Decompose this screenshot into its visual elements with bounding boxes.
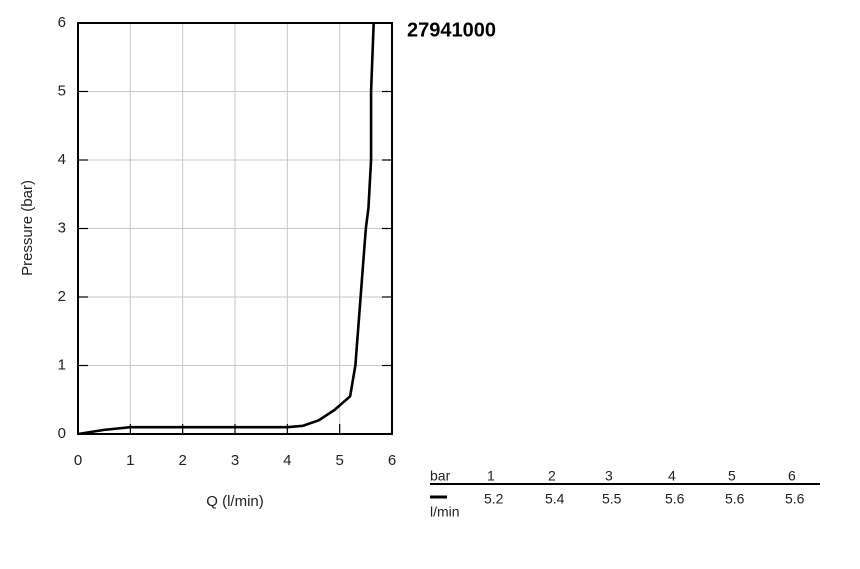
y-axis-label: Pressure (bar) [19, 180, 36, 276]
table-column-header: 2 [548, 468, 556, 484]
table-column-header: 6 [788, 468, 796, 484]
y-tick-label: 6 [58, 14, 66, 31]
x-tick-label: 2 [178, 452, 186, 469]
y-tick-label: 3 [58, 219, 66, 236]
table-cell: 5.6 [665, 491, 685, 507]
table-cell: 5.6 [785, 491, 805, 507]
x-tick-label: 1 [126, 452, 134, 469]
table-column-header: 5 [728, 468, 736, 484]
table-column-header: 4 [668, 468, 676, 484]
table-cell: 5.5 [602, 491, 622, 507]
y-tick-label: 2 [58, 288, 66, 305]
data-line [77, 22, 375, 436]
x-tick-label: 4 [283, 452, 291, 469]
table-cell: 5.4 [545, 491, 565, 507]
x-tick-label: 5 [335, 452, 343, 469]
table-column-header: 1 [487, 468, 495, 484]
table-cell: 5.6 [725, 491, 745, 507]
x-tick-label: 6 [388, 452, 396, 469]
table-header-label: bar [430, 468, 451, 484]
x-tick-label: 0 [74, 452, 82, 469]
y-tick-label: 1 [58, 356, 66, 373]
plot-frame [77, 22, 393, 435]
y-tick-label: 4 [58, 151, 66, 168]
chart-title: 27941000 [407, 19, 496, 41]
table-cell: 5.2 [484, 491, 504, 507]
x-tick-label: 3 [231, 452, 239, 469]
table-column-header: 3 [605, 468, 613, 484]
x-axis-label: Q (l/min) [206, 493, 264, 510]
table-row-label: l/min [430, 504, 460, 520]
y-tick-label: 0 [58, 425, 66, 442]
y-tick-label: 5 [58, 82, 66, 99]
